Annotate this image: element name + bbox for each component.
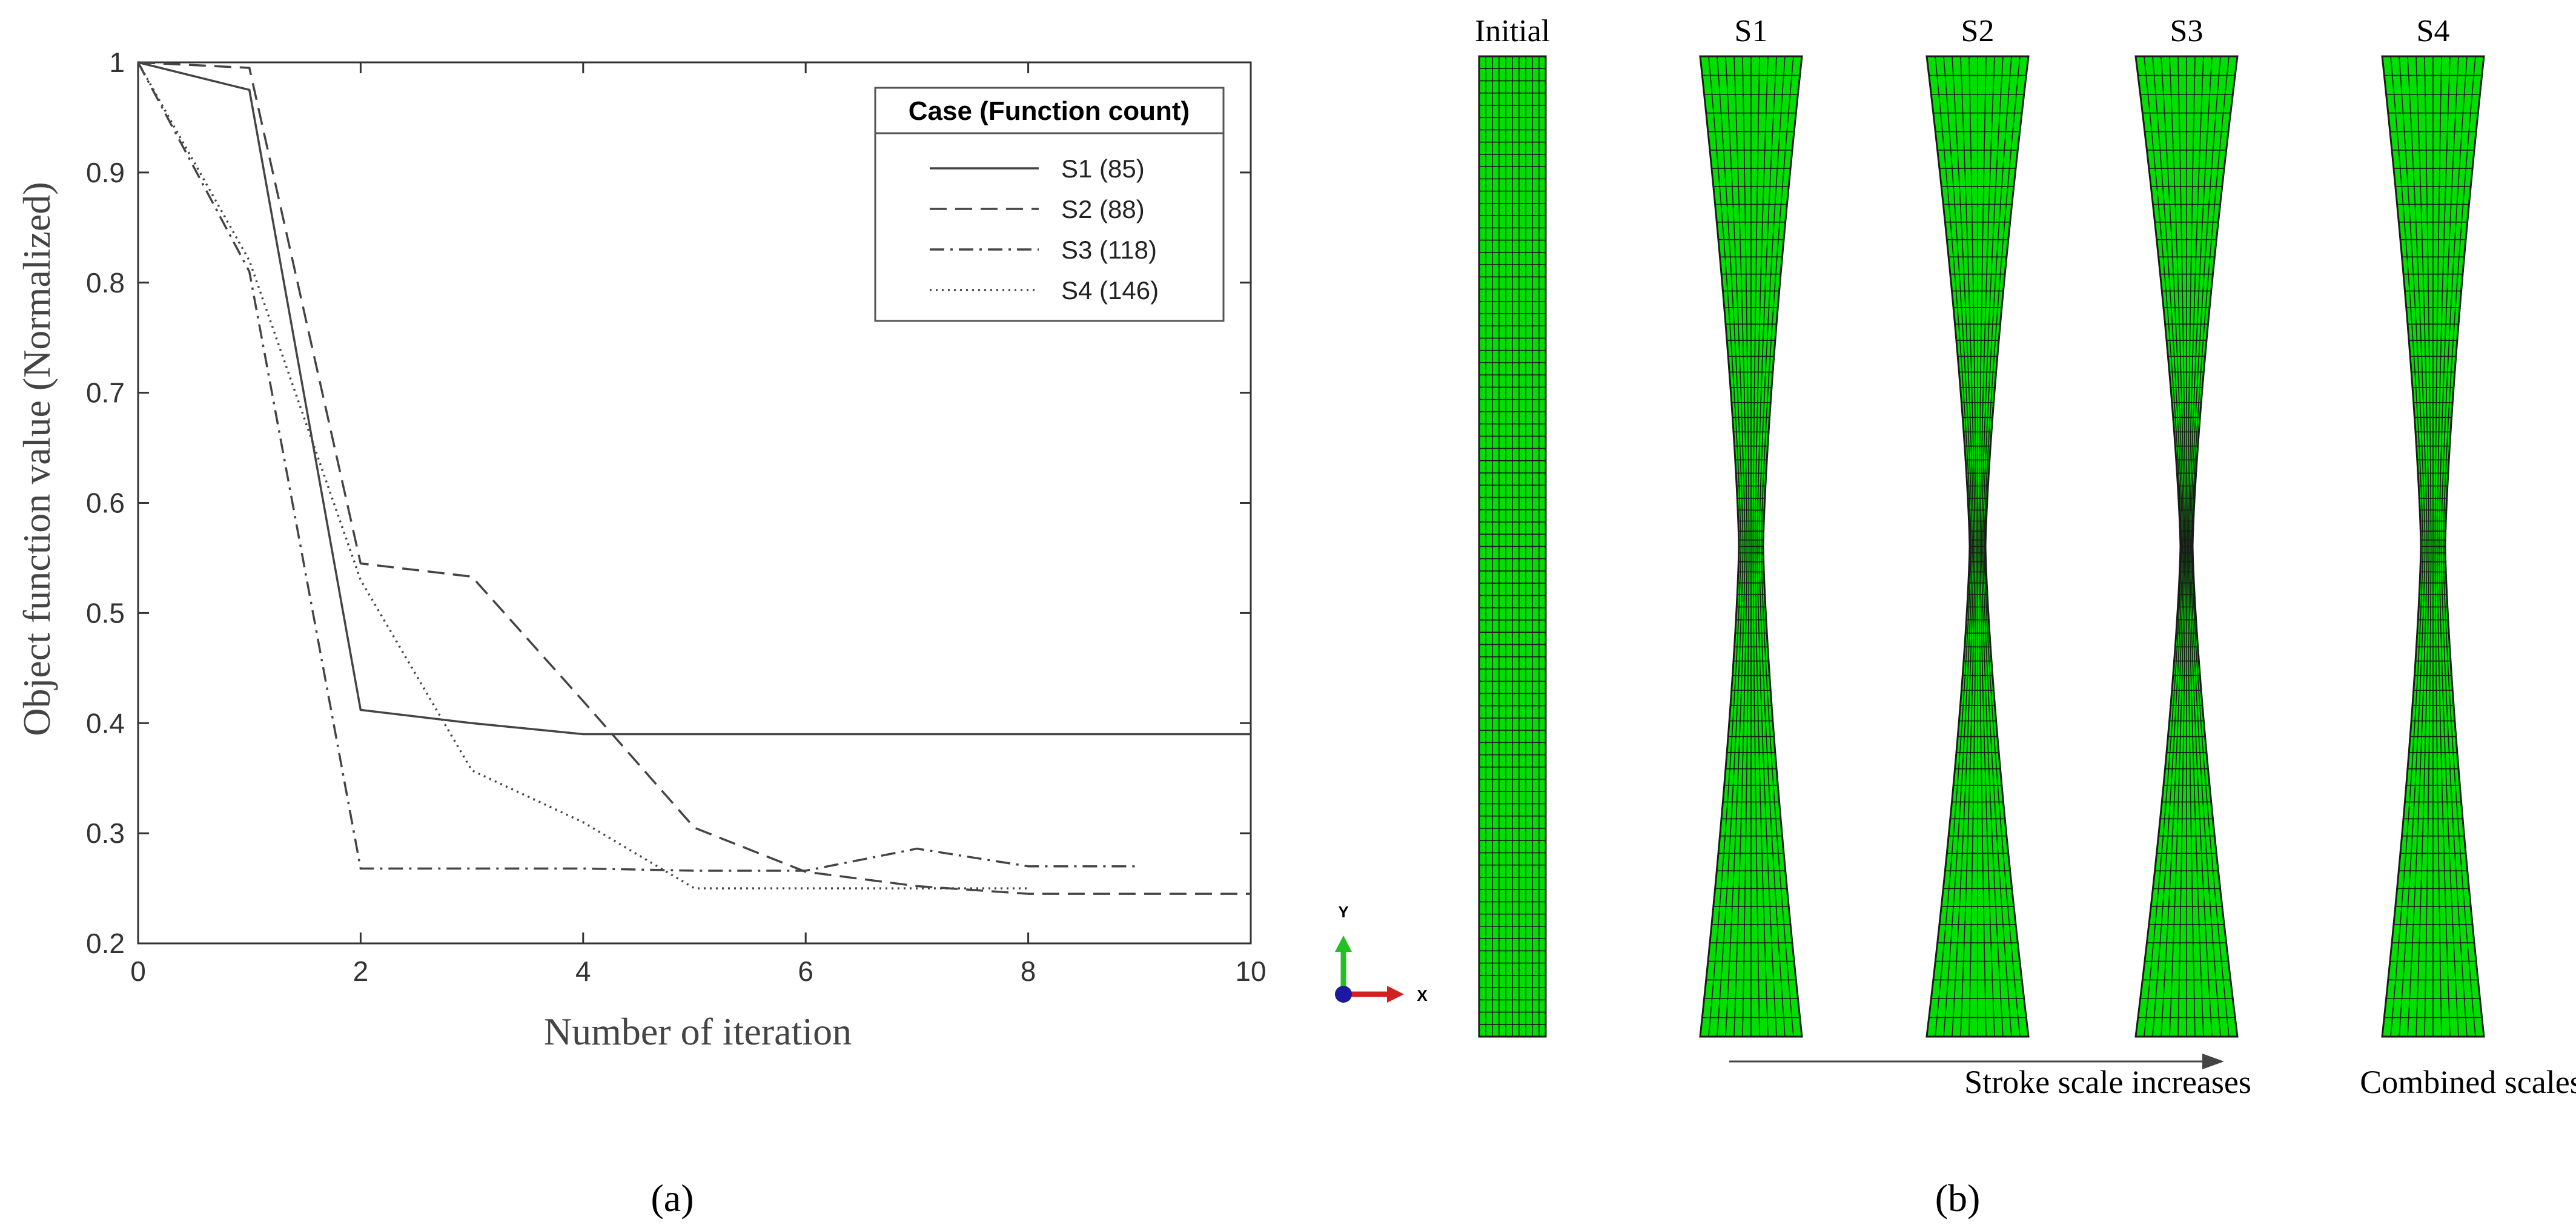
mesh-line-v xyxy=(1943,56,1973,1037)
specimen-mesh-0: Initial xyxy=(1475,14,1550,1038)
legend-entry-label: S2 (88) xyxy=(1061,195,1145,223)
y-tick-label: 0.2 xyxy=(86,928,125,959)
origin-dot-icon xyxy=(1335,986,1352,1003)
mesh-line-v xyxy=(2152,56,2184,1037)
series-line-1 xyxy=(137,61,1251,736)
mesh-line-v xyxy=(1752,56,1760,1037)
mesh-line-v xyxy=(2399,56,2426,1037)
x-arrow-icon xyxy=(1387,986,1404,1003)
mesh-line-v xyxy=(1968,56,1977,1037)
mesh-line-v xyxy=(1982,56,2012,1037)
mesh-line-v xyxy=(2439,56,2459,1037)
specimen-label: S4 xyxy=(2417,14,2450,48)
specimen-mesh-2: S2 xyxy=(1925,14,2030,1038)
mesh-line-v xyxy=(2191,56,2230,1037)
mesh-line-v xyxy=(1708,56,1742,1037)
mesh-line-v xyxy=(2190,56,2221,1037)
mesh-line-v xyxy=(2160,56,2184,1037)
mesh-line-v xyxy=(1979,56,1995,1037)
mesh-line-v xyxy=(2407,56,2428,1037)
mesh-line-v xyxy=(1981,56,2004,1037)
stroke-caption: Stroke scale increases xyxy=(1964,1064,2251,1100)
series-lines xyxy=(137,61,1251,895)
triad-y-label: Y xyxy=(1338,903,1348,921)
mesh-line-v xyxy=(2187,56,2196,1037)
mesh-line-v xyxy=(2189,56,2213,1037)
y-tick-label: 0.6 xyxy=(86,487,125,519)
y-tick-label: 0.8 xyxy=(86,267,125,299)
y-arrow-icon xyxy=(1335,936,1352,952)
x-tick-label: 8 xyxy=(1021,955,1036,987)
legend-entry-label: S4 (146) xyxy=(1061,276,1159,305)
mesh-line-v xyxy=(1978,56,1987,1037)
panel-b-label: (b) xyxy=(1935,1177,1981,1219)
specimen-mesh-3: S3 xyxy=(2134,14,2239,1038)
legend-entry-label: S3 (118) xyxy=(1061,236,1157,264)
mesh-line-v xyxy=(2177,56,2187,1037)
mesh-line-v xyxy=(2436,56,2451,1037)
mesh-line-v xyxy=(1725,56,1746,1037)
mesh-line-v xyxy=(2424,56,2432,1037)
mesh-line-v xyxy=(1935,56,1972,1037)
mesh-line-v xyxy=(2144,56,2182,1037)
line-chart: 0.2 0.3 0.4 0.5 0.6 0.7 0.8 0.9 1 0 2 4 6 8 10 Object… xyxy=(15,47,1266,1053)
legend: Case (Function count) S1 (85) S2 (88) S3 (… xyxy=(874,87,1225,322)
mesh-line-v xyxy=(2440,56,2468,1037)
y-tick-label: 0.7 xyxy=(86,377,125,409)
triad-x-label: X xyxy=(1417,986,1428,1005)
mesh-line-v xyxy=(2390,56,2424,1037)
specimen-mesh-1: S1 xyxy=(1699,14,1803,1038)
y-tick-label: 0.5 xyxy=(86,597,125,629)
x-tick-label: 4 xyxy=(575,955,591,987)
mesh-line-v xyxy=(1742,56,1750,1037)
y-axis: 0.2 0.3 0.4 0.5 0.6 0.7 0.8 0.9 1 xyxy=(86,47,1251,959)
mesh-line-v xyxy=(1733,56,1748,1037)
specimen-meshes: Initial S1 S2 S3 S4 xyxy=(1475,14,2485,1038)
x-tick-label: 10 xyxy=(1235,955,1266,987)
mesh-line-v xyxy=(2415,56,2430,1037)
x-axis-label: Number of iteration xyxy=(544,1010,852,1053)
x-tick-label: 2 xyxy=(353,955,369,987)
mesh-line-v xyxy=(1960,56,1976,1037)
stroke-arrow-icon xyxy=(2202,1054,2224,1069)
y-tick-label: 0.3 xyxy=(86,817,125,849)
specimen-label: S2 xyxy=(1961,14,1995,48)
legend-entry-label: S1 (85) xyxy=(1061,154,1145,183)
mesh-line-v xyxy=(1717,56,1744,1037)
x-tick-label: 0 xyxy=(130,955,146,987)
combined-caption: Combined scales xyxy=(2360,1064,2576,1100)
y-tick-label: 0.9 xyxy=(86,157,125,188)
specimen-label: S3 xyxy=(2170,14,2204,48)
legend-title: Case (Function count) xyxy=(909,96,1190,126)
legend-box xyxy=(874,87,1225,322)
legend-entries: S1 (85) S2 (88) S3 (118) S4 (146) xyxy=(930,154,1159,305)
y-axis-label: Object function value (Normalized) xyxy=(15,182,58,736)
x-tick-label: 6 xyxy=(798,955,813,987)
mesh-line-v xyxy=(2442,56,2476,1037)
mesh-line-v xyxy=(1984,56,2021,1037)
mesh-line-v xyxy=(1757,56,1777,1037)
series-line-4 xyxy=(137,62,1028,889)
specimen-mesh-4: S4 xyxy=(2381,14,2485,1038)
x-axis: 0 2 4 6 8 10 xyxy=(130,62,1266,987)
y-tick-label: 0.4 xyxy=(86,707,125,739)
specimen-label: Initial xyxy=(1475,14,1550,48)
mesh-line-v xyxy=(1760,56,1794,1037)
mesh-line-v xyxy=(1758,56,1786,1037)
mesh-line-v xyxy=(1754,56,1769,1037)
mesh-line-v xyxy=(2188,56,2204,1037)
mesh-line-v xyxy=(2434,56,2442,1037)
panel-a-label: (a) xyxy=(651,1177,694,1219)
y-tick-label: 1 xyxy=(109,47,125,78)
specimen-label: S1 xyxy=(1735,14,1768,48)
mesh-line-v xyxy=(2169,56,2185,1037)
series-line-3 xyxy=(137,62,1140,872)
axis-triad: Y X xyxy=(1335,903,1428,1005)
mesh-line-v xyxy=(1952,56,1975,1037)
